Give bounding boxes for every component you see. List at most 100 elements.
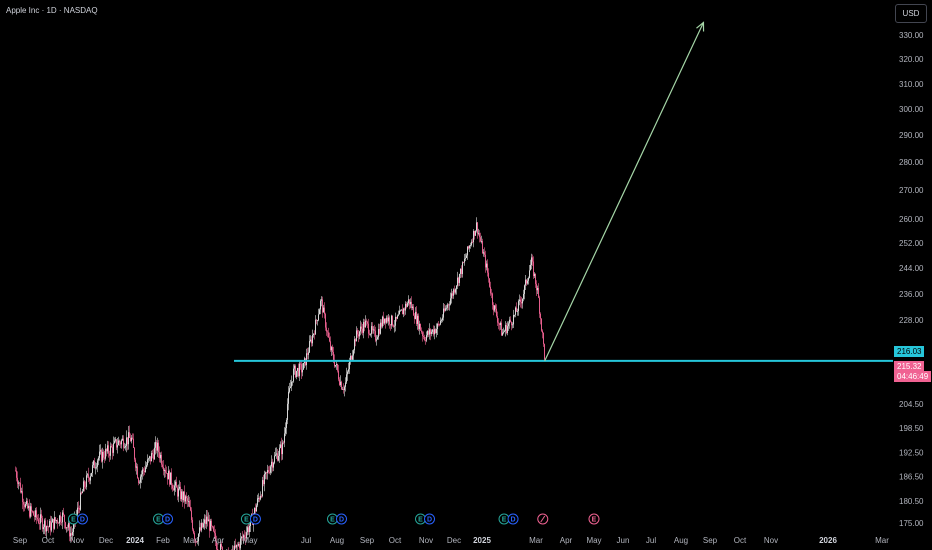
split-event-icon[interactable] bbox=[537, 513, 549, 525]
candle-body bbox=[531, 257, 532, 265]
candle-body bbox=[345, 382, 346, 387]
candle-body bbox=[499, 323, 500, 325]
candle-body bbox=[234, 545, 235, 550]
dividend-event-icon[interactable] bbox=[76, 513, 88, 525]
candle-body bbox=[316, 319, 317, 321]
candle-body bbox=[208, 519, 209, 522]
price-tick-label: 300.00 bbox=[899, 105, 924, 114]
candle-body bbox=[262, 480, 263, 497]
candle-body bbox=[207, 516, 208, 522]
candle-body bbox=[280, 444, 281, 448]
projection-arrow[interactable] bbox=[544, 22, 704, 362]
candle-body bbox=[332, 347, 333, 352]
candle-body bbox=[49, 520, 50, 528]
candle-body bbox=[444, 308, 445, 311]
dividend-event-icon[interactable] bbox=[336, 513, 347, 525]
candle-body bbox=[178, 488, 179, 497]
event-label: D bbox=[80, 517, 85, 524]
candle-body bbox=[26, 500, 27, 504]
candle-body bbox=[482, 241, 483, 254]
candle-body bbox=[536, 283, 537, 291]
candle-body bbox=[321, 299, 322, 301]
candle-body bbox=[436, 329, 437, 334]
time-tick-label: Oct bbox=[42, 536, 55, 545]
candle-body bbox=[89, 478, 90, 481]
time-tick-label: Mar bbox=[529, 536, 543, 545]
candle-body bbox=[192, 519, 193, 530]
candle-body bbox=[393, 325, 394, 327]
candle-body bbox=[281, 444, 282, 455]
candle-body bbox=[374, 329, 375, 331]
candle-body bbox=[294, 365, 295, 369]
candle-body bbox=[150, 456, 151, 462]
candle-body bbox=[189, 501, 190, 507]
candle-body bbox=[70, 533, 71, 537]
candle-body bbox=[40, 514, 41, 524]
candle-body bbox=[359, 331, 360, 337]
candle-body bbox=[349, 361, 350, 370]
candle-body bbox=[66, 527, 67, 529]
currency-button[interactable]: USD bbox=[895, 4, 927, 23]
candle-body bbox=[162, 464, 163, 468]
candle-body bbox=[61, 521, 62, 523]
candle-body bbox=[137, 466, 138, 479]
candle-body bbox=[109, 453, 110, 456]
price-tick-label: 204.50 bbox=[899, 400, 924, 409]
candle-body bbox=[194, 533, 195, 540]
candle-body bbox=[287, 403, 288, 420]
candle-body bbox=[39, 523, 40, 524]
dividend-event-icon[interactable] bbox=[507, 513, 519, 525]
candle-body bbox=[494, 305, 495, 311]
price-axis[interactable]: 330.00 320.00 310.00 300.00 290.00 280.00 270.… bbox=[899, 31, 924, 528]
dividend-event-icon[interactable] bbox=[424, 513, 435, 525]
candle-body bbox=[34, 515, 35, 517]
earnings-event-icon[interactable] bbox=[588, 513, 600, 525]
candle-body bbox=[394, 325, 395, 327]
candle-body bbox=[237, 544, 238, 546]
candle-body bbox=[46, 526, 47, 532]
candle-body bbox=[362, 328, 363, 333]
candle-body bbox=[342, 389, 343, 390]
candle-body bbox=[241, 536, 242, 539]
event-label: E bbox=[244, 517, 249, 524]
candle-body bbox=[147, 459, 148, 466]
candle-body bbox=[463, 262, 464, 264]
candle-body bbox=[503, 331, 504, 333]
candle-body bbox=[153, 454, 154, 460]
candle-body bbox=[520, 299, 521, 302]
candle-body bbox=[443, 308, 444, 318]
dividend-event-icon[interactable] bbox=[162, 513, 173, 525]
time-tick-label: May bbox=[586, 536, 601, 545]
time-tick-label: Mar bbox=[875, 536, 889, 545]
event-label: E bbox=[156, 517, 161, 524]
candle-body bbox=[336, 364, 337, 366]
candle-body bbox=[370, 333, 371, 335]
candle-body bbox=[293, 368, 294, 382]
candle-body bbox=[371, 326, 372, 334]
time-tick-label: Aug bbox=[330, 536, 344, 545]
candle-body bbox=[155, 442, 156, 448]
candle-body bbox=[83, 481, 84, 492]
candle-body bbox=[347, 371, 348, 375]
candle-body bbox=[310, 339, 311, 342]
candle-body bbox=[312, 335, 313, 344]
candle-body bbox=[211, 520, 212, 527]
candle-body bbox=[267, 470, 268, 473]
candle-body bbox=[458, 277, 459, 283]
candle-body bbox=[84, 481, 85, 487]
dividend-event-icon[interactable] bbox=[249, 513, 261, 525]
time-axis[interactable]: Sep Oct Nov Dec 2024 Feb Mar Apr May Jul Aug Sep Oct… bbox=[13, 536, 889, 545]
candle-body bbox=[167, 473, 168, 480]
candle-body bbox=[397, 315, 398, 319]
candle-body bbox=[235, 545, 236, 548]
candle-body bbox=[21, 491, 22, 493]
time-tick-label: 2026 bbox=[819, 536, 837, 545]
candle-body bbox=[160, 454, 161, 459]
candle-body bbox=[47, 526, 48, 527]
candle-body bbox=[396, 316, 397, 319]
candle-body bbox=[112, 447, 113, 453]
candle-body bbox=[19, 482, 20, 484]
candle-body bbox=[323, 307, 324, 313]
